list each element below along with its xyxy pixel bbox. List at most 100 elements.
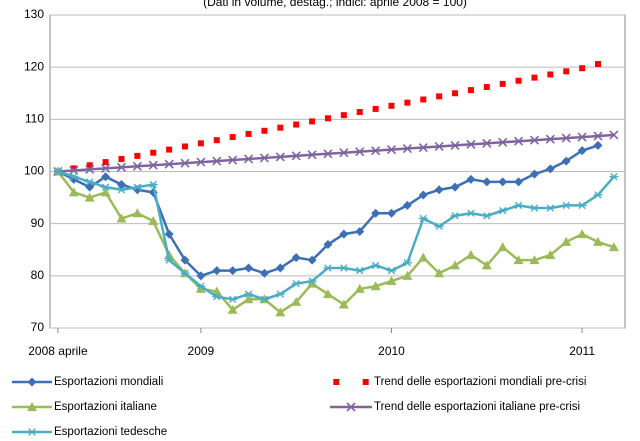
marker [322, 289, 333, 299]
marker [561, 133, 571, 143]
marker [499, 80, 506, 87]
x-tick-label: 2010 [378, 344, 405, 358]
marker [212, 266, 222, 276]
marker [291, 279, 301, 288]
marker [482, 212, 492, 220]
marker [132, 161, 142, 171]
marker [355, 226, 365, 236]
marker [323, 240, 333, 250]
marker [418, 190, 428, 200]
marker [372, 105, 379, 112]
marker [434, 141, 444, 152]
marker [180, 255, 190, 265]
marker [609, 173, 619, 181]
marker [338, 299, 349, 309]
marker [228, 266, 238, 276]
marker [196, 282, 206, 290]
marker [561, 201, 571, 210]
marker [339, 148, 349, 158]
legend-label: Esportazioni mondiali [54, 376, 163, 388]
marker [420, 96, 427, 103]
marker [418, 252, 429, 262]
marker [371, 208, 381, 218]
marker [69, 173, 79, 181]
marker [434, 185, 444, 195]
marker [291, 296, 302, 306]
marker [498, 206, 508, 215]
marker [116, 186, 126, 194]
marker [323, 149, 333, 159]
marker [339, 229, 349, 239]
marker [418, 214, 428, 223]
marker [577, 201, 587, 210]
marker [197, 140, 204, 147]
marker [180, 158, 190, 168]
marker [498, 137, 508, 147]
marker [100, 187, 111, 197]
marker [498, 177, 508, 187]
marker [180, 269, 190, 277]
marker [594, 61, 601, 68]
marker [434, 222, 444, 230]
legend-marker [362, 379, 369, 385]
y-tick-label: 120 [24, 59, 44, 73]
marker [291, 151, 301, 161]
marker [228, 295, 238, 304]
legend: Esportazioni mondiali Trend delle esporta… [12, 376, 586, 438]
marker [577, 229, 588, 239]
marker [514, 136, 524, 146]
marker [529, 169, 539, 179]
marker [134, 152, 141, 159]
marker [116, 213, 127, 223]
marker [450, 182, 460, 192]
marker [529, 255, 540, 265]
marker [529, 135, 540, 145]
marker [164, 229, 174, 239]
legend-marker [27, 402, 37, 411]
legend-marker [333, 379, 340, 385]
marker [84, 192, 95, 202]
marker [402, 200, 412, 210]
marker [466, 209, 476, 217]
marker [593, 131, 603, 141]
marker [579, 65, 586, 72]
marker [450, 212, 460, 220]
marker [116, 162, 127, 172]
marker [324, 115, 331, 122]
marker [118, 155, 125, 162]
marker [340, 112, 347, 119]
marker [608, 242, 619, 252]
marker [86, 162, 93, 169]
series-line [56, 170, 615, 314]
marker [85, 178, 95, 186]
marker [592, 236, 603, 246]
marker [370, 281, 381, 291]
marker [513, 255, 524, 265]
marker [387, 266, 397, 275]
marker [148, 160, 158, 170]
y-tick-label: 90 [31, 216, 45, 230]
marker [291, 253, 301, 263]
marker [212, 156, 222, 166]
legend-label: Esportazioni tedesche [54, 426, 167, 438]
marker [275, 152, 285, 162]
legend-marker [27, 428, 37, 436]
marker [245, 130, 252, 137]
marker [402, 143, 412, 154]
y-tick-label: 100 [24, 164, 44, 178]
marker [182, 143, 189, 150]
marker [212, 293, 222, 301]
marker [514, 177, 524, 187]
x-tick-label: 2011 [569, 344, 595, 358]
marker [259, 153, 269, 163]
marker [514, 201, 524, 210]
marker [307, 278, 318, 288]
marker [387, 208, 397, 218]
marker [261, 127, 268, 134]
marker [132, 183, 142, 191]
marker [293, 121, 300, 128]
marker [356, 109, 363, 116]
marker [70, 165, 77, 172]
marker [166, 146, 173, 153]
